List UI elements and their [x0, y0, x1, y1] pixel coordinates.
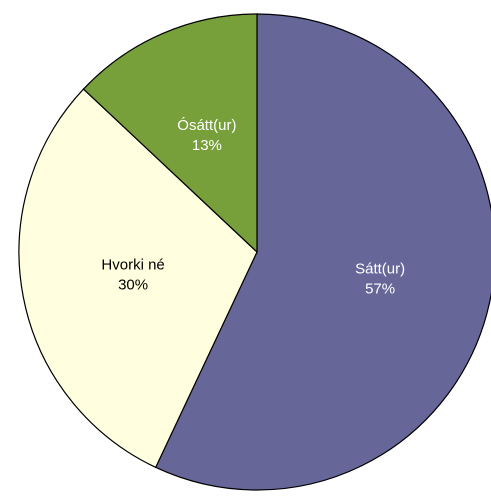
slice-label: Hvorki né: [101, 257, 164, 274]
slice-label: Ósátt(ur): [177, 117, 236, 134]
slice-label: Sátt(ur): [355, 260, 405, 277]
pie-slice: [82, 13, 258, 254]
slice-value: 30%: [118, 277, 148, 294]
pie-slice: [154, 13, 491, 491]
pie-slice: [18, 88, 258, 469]
slice-value: 13%: [192, 137, 222, 154]
slice-value: 57%: [365, 280, 395, 297]
